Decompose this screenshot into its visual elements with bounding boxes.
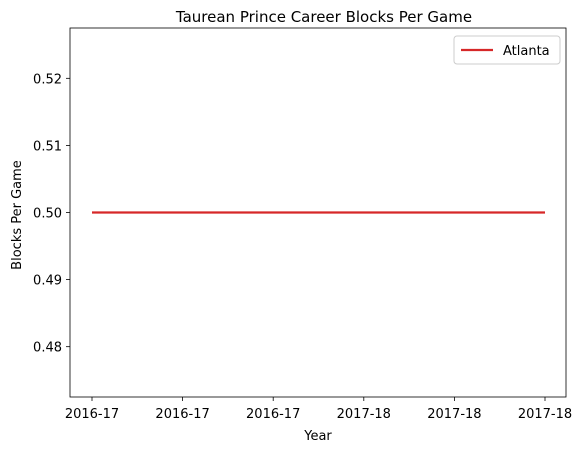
legend: Atlanta bbox=[453, 35, 561, 65]
x-tick-label: 2017-18 bbox=[518, 407, 572, 422]
x-tick-label: 2016-17 bbox=[155, 407, 209, 422]
y-tick-label: 0.52 bbox=[33, 72, 62, 87]
x-tick-label: 2016-17 bbox=[65, 407, 119, 422]
x-axis: 2016-17 2016-17 2016-17 2017-18 2017-18 2017-… bbox=[65, 397, 572, 422]
y-tick-label: 0.49 bbox=[33, 274, 62, 289]
y-tick-label: 0.50 bbox=[33, 207, 62, 222]
y-axis: 0.48 0.49 0.50 0.51 0.52 bbox=[33, 72, 70, 356]
chart-title: Taurean Prince Career Blocks Per Game bbox=[175, 8, 472, 26]
x-axis-title: Year bbox=[303, 429, 332, 444]
x-tick-label: 2016-17 bbox=[246, 407, 300, 422]
plot-area bbox=[69, 27, 567, 398]
legend-box bbox=[453, 35, 561, 65]
x-tick-label: 2017-18 bbox=[337, 407, 391, 422]
legend-label-atlanta: Atlanta bbox=[503, 44, 550, 59]
y-axis-title: Blocks Per Game bbox=[10, 160, 25, 270]
y-tick-label: 0.48 bbox=[33, 341, 62, 356]
x-tick-label: 2017-18 bbox=[427, 407, 481, 422]
y-tick-label: 0.51 bbox=[33, 139, 62, 154]
